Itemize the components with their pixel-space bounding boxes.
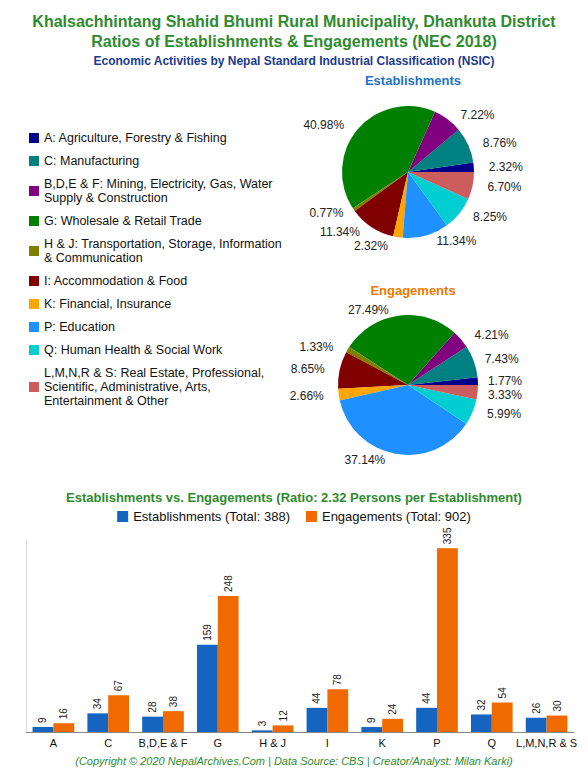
svg-text:0.77%: 0.77% (309, 206, 343, 220)
svg-text:Khalsachhintang Shahid Bhumi R: Khalsachhintang Shahid Bhumi Rural Munic… (32, 13, 556, 30)
svg-text:6.70%: 6.70% (487, 180, 521, 194)
svg-text:159: 159 (202, 624, 213, 641)
svg-text:27.49%: 27.49% (348, 303, 389, 317)
svg-text:24: 24 (387, 703, 398, 715)
svg-text:4.21%: 4.21% (475, 328, 509, 342)
svg-text:Scientific, Administrative, Ar: Scientific, Administrative, Arts, (44, 380, 214, 394)
svg-text:L,M,N,R & S: L,M,N,R & S (516, 737, 577, 749)
svg-text:54: 54 (497, 687, 508, 699)
svg-text:34: 34 (92, 698, 103, 710)
svg-text:32: 32 (476, 699, 487, 711)
svg-text:Economic Activities by Nepal S: Economic Activities by Nepal Standard In… (94, 54, 495, 68)
svg-text:A: Agriculture, Forestry & Fis: A: Agriculture, Forestry & Fishing (44, 131, 227, 145)
svg-text:P: Education: P: Education (44, 320, 115, 334)
svg-text:248: 248 (223, 575, 234, 592)
svg-text:44: 44 (311, 692, 322, 704)
svg-text:30: 30 (552, 700, 563, 712)
svg-text:H & J: Transportation, Storage: H & J: Transportation, Storage, Informat… (44, 237, 285, 251)
svg-text:L,M,N,R & S: Real Estate, Prof: L,M,N,R & S: Real Estate, Professional, (44, 366, 268, 380)
svg-text:44: 44 (421, 692, 432, 704)
svg-text:9: 9 (366, 717, 377, 723)
svg-text:8.25%: 8.25% (473, 210, 507, 224)
svg-text:Q: Q (488, 737, 497, 749)
svg-text:12: 12 (278, 710, 289, 722)
svg-text:Engagements: Engagements (370, 283, 455, 298)
svg-text:G: G (214, 737, 223, 749)
svg-text:1.33%: 1.33% (299, 340, 333, 354)
svg-text:3.33%: 3.33% (488, 388, 522, 402)
svg-text:C: C (104, 737, 112, 749)
svg-text:67: 67 (113, 680, 124, 692)
svg-text:P: P (433, 737, 440, 749)
svg-text:Establishments (Total: 388): Establishments (Total: 388) (133, 509, 290, 524)
svg-text:A: A (50, 737, 58, 749)
svg-text:78: 78 (332, 674, 343, 686)
svg-text:1.77%: 1.77% (488, 374, 522, 388)
svg-text:335: 335 (442, 527, 453, 544)
svg-text:38: 38 (168, 696, 179, 708)
svg-text:G: Wholesale & Retail Trade: G: Wholesale & Retail Trade (44, 214, 202, 228)
svg-text:40.98%: 40.98% (303, 118, 344, 132)
svg-text:Supply & Construction: Supply & Construction (44, 191, 168, 205)
svg-text:C: Manufacturing: C: Manufacturing (44, 154, 139, 168)
svg-text:K: Financial, Insurance: K: Financial, Insurance (44, 297, 171, 311)
svg-text:& Communication: & Communication (44, 251, 143, 265)
svg-text:7.43%: 7.43% (485, 352, 519, 366)
svg-text:9: 9 (37, 717, 48, 723)
svg-text:Entertainment & Other: Entertainment & Other (44, 394, 168, 408)
svg-text:26: 26 (531, 702, 542, 714)
svg-text:37.14%: 37.14% (345, 453, 386, 467)
svg-text:H & J: H & J (259, 737, 286, 749)
svg-text:I: I (326, 737, 329, 749)
svg-text:2.66%: 2.66% (290, 389, 324, 403)
svg-text:11.34%: 11.34% (320, 225, 360, 239)
svg-text:11.34%: 11.34% (437, 234, 477, 248)
svg-text:Ratios of Establishments & Eng: Ratios of Establishments & Engagements (… (91, 33, 496, 50)
svg-text:3: 3 (257, 720, 268, 726)
svg-text:5.99%: 5.99% (487, 407, 521, 421)
svg-text:2.32%: 2.32% (489, 160, 523, 174)
svg-text:16: 16 (58, 708, 69, 720)
svg-text:8.65%: 8.65% (291, 362, 325, 376)
svg-text:(Copyright © 2020 NepalArchive: (Copyright © 2020 NepalArchives.Com | Da… (75, 755, 513, 767)
svg-text:Establishments vs. Engagements: Establishments vs. Engagements (Ratio: 2… (66, 490, 522, 505)
svg-text:7.22%: 7.22% (460, 108, 494, 122)
svg-text:Q: Human Health & Social Work: Q: Human Health & Social Work (44, 343, 223, 357)
svg-text:Establishments: Establishments (365, 73, 461, 88)
svg-text:B,D,E & F: Mining, Electricity: B,D,E & F: Mining, Electricity, Gas, Wat… (44, 177, 276, 191)
svg-text:K: K (379, 737, 387, 749)
svg-text:Engagements (Total: 902): Engagements (Total: 902) (322, 509, 471, 524)
svg-text:28: 28 (147, 701, 158, 713)
svg-text:B,D,E & F: B,D,E & F (139, 737, 188, 749)
svg-text:2.32%: 2.32% (354, 239, 388, 253)
svg-text:8.76%: 8.76% (483, 136, 517, 150)
svg-text:I: Accommodation & Food: I: Accommodation & Food (44, 274, 187, 288)
